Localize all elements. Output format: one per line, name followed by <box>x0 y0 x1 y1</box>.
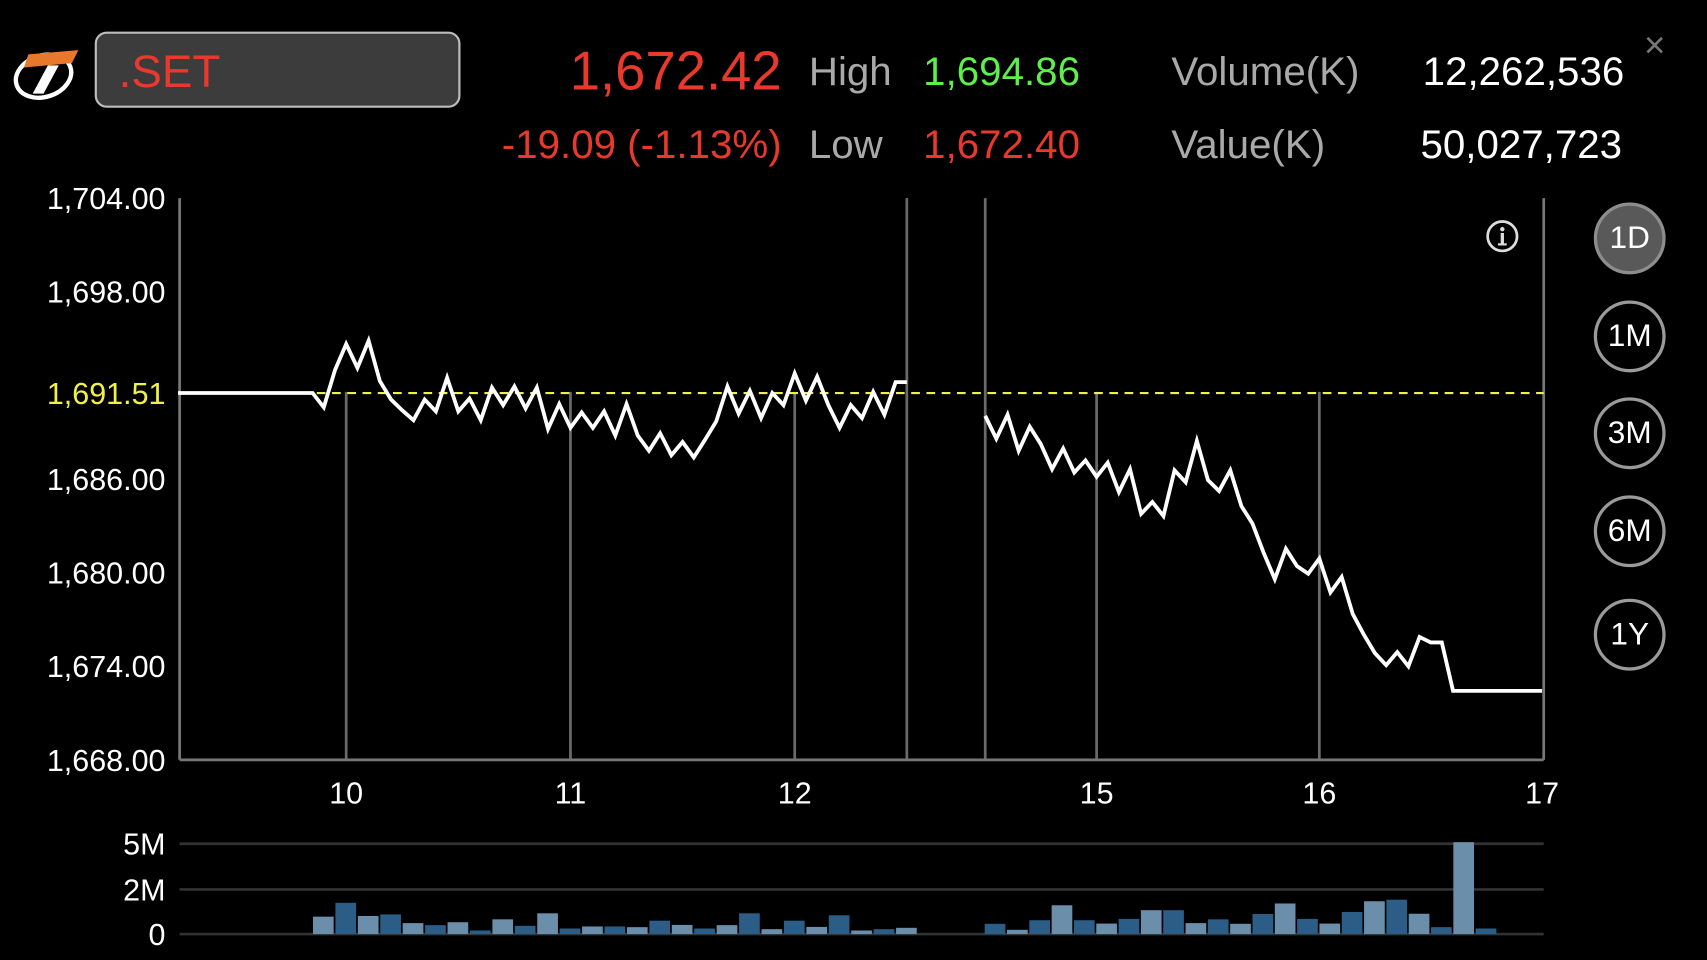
volume-bar <box>492 919 514 935</box>
volume-bar <box>1364 901 1385 935</box>
x-tick-label: 10 <box>329 776 363 810</box>
volume-bar <box>604 926 626 935</box>
y-tick-label: 1,668.00 <box>47 744 166 778</box>
symbol-input[interactable]: .SET <box>94 31 461 108</box>
volume-bar <box>739 913 760 935</box>
range-button-1m[interactable]: 1M <box>1593 300 1666 373</box>
volume-bar <box>1073 920 1095 935</box>
range-button-1y[interactable]: 1Y <box>1593 598 1666 671</box>
price-change: -19.09 (-1.13%) <box>501 121 782 167</box>
volume-bar <box>1185 923 1207 935</box>
range-button-6m[interactable]: 6M <box>1593 495 1666 568</box>
volume-bar <box>1408 913 1430 935</box>
volume-bar <box>1475 928 1497 935</box>
volume-bar <box>984 923 1006 935</box>
high-label: High <box>808 48 892 94</box>
volume-bar <box>671 924 693 935</box>
volume-bar <box>806 926 828 935</box>
volume-bar <box>380 914 401 935</box>
y-tick-label: 1,674.00 <box>47 650 166 684</box>
brand-logo <box>11 46 83 100</box>
low-value: 1,672.40 <box>923 121 1080 167</box>
x-tick-label: 16 <box>1302 776 1336 810</box>
y-tick-label: 1,698.00 <box>47 276 166 310</box>
volume-bar <box>626 927 648 935</box>
volume-bar <box>1274 903 1296 935</box>
volume-bar <box>1230 923 1251 935</box>
volume-bar <box>1029 920 1051 935</box>
volume-tick-label: 0 <box>149 918 166 952</box>
volume-bar <box>582 926 603 935</box>
low-label: Low <box>808 121 883 167</box>
volume-bar <box>716 925 738 935</box>
volume-bar <box>851 930 872 935</box>
close-icon[interactable]: × <box>1643 25 1666 67</box>
volume-bar <box>828 915 850 935</box>
volume-bar <box>1163 910 1184 935</box>
price-line-session-1 <box>177 334 907 461</box>
value-value: 50,027,723 <box>1420 121 1623 167</box>
volume-bar <box>312 916 334 935</box>
volume-bar <box>1007 929 1028 935</box>
volume-bar <box>1252 913 1274 935</box>
volume-bar <box>425 925 446 935</box>
volume-bar <box>1386 899 1408 935</box>
volume-bar <box>1207 919 1229 935</box>
x-tick-label: 12 <box>778 776 812 810</box>
x-tick-label: 11 <box>555 776 587 810</box>
volume-bar <box>1297 918 1318 935</box>
volume-bar <box>335 902 357 935</box>
value-label: Value(K) <box>1171 121 1326 167</box>
volume-bar <box>1319 923 1341 935</box>
volume-bar <box>873 929 895 935</box>
volume-tick-label: 5M <box>123 828 165 862</box>
y-tick-label: 1,704.00 <box>47 182 166 216</box>
volume-bar <box>649 920 671 935</box>
volume-bar <box>761 929 783 935</box>
volume-bar <box>896 927 917 935</box>
volume-bar <box>1341 911 1363 935</box>
volume-bar <box>1051 905 1073 935</box>
volume-bar <box>1118 918 1140 935</box>
x-tick-label: 15 <box>1080 776 1114 810</box>
volume-bar <box>783 920 805 935</box>
range-button-1d[interactable]: 1D <box>1593 202 1666 275</box>
volume-bar <box>537 913 558 935</box>
volume-tick-label: 2M <box>123 873 165 907</box>
info-icon[interactable] <box>1485 219 1520 254</box>
volume-bar <box>469 930 491 935</box>
volume-bar <box>1140 910 1162 935</box>
volume-bar <box>402 923 424 935</box>
y-tick-label: 1,680.00 <box>47 557 166 591</box>
volume-bar <box>447 922 469 935</box>
volume-label: Volume(K) <box>1171 48 1360 94</box>
high-value: 1,694.86 <box>923 48 1080 94</box>
prev-close-label: 1,691.51 <box>47 377 166 411</box>
volume-bar <box>357 915 379 935</box>
y-tick-label: 1,686.00 <box>47 463 166 497</box>
volume-bar <box>1453 842 1475 935</box>
volume-bar <box>559 928 581 935</box>
volume-bar <box>1431 927 1452 935</box>
x-tick-label: 17 <box>1525 776 1559 810</box>
volume-bar <box>514 925 536 935</box>
range-button-3m[interactable]: 3M <box>1593 397 1666 470</box>
volume-value: 12,262,536 <box>1422 48 1625 94</box>
symbol-text: .SET <box>118 45 221 97</box>
volume-bar <box>1096 923 1117 935</box>
price-line-session-2 <box>983 409 1543 693</box>
volume-bar <box>694 928 715 935</box>
last-price: 1,672.42 <box>569 40 782 102</box>
